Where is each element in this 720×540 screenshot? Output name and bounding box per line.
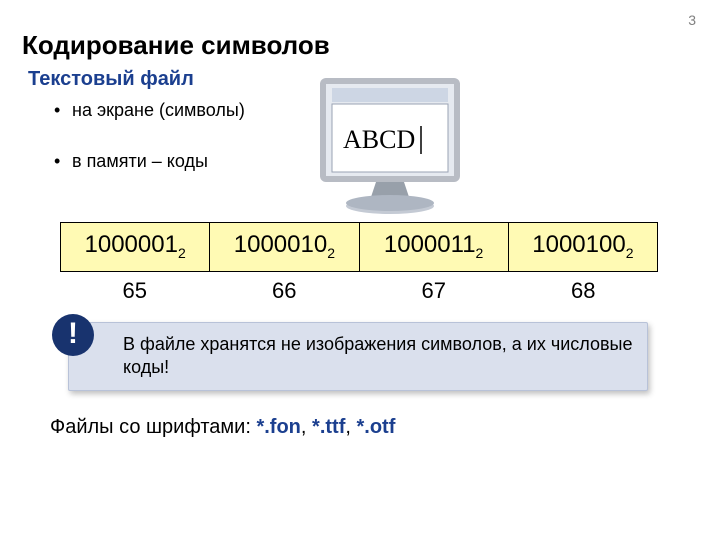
binary-cell: 10000012 <box>61 223 210 272</box>
decimal-cell: 66 <box>210 278 360 304</box>
codes-table-wrap: 10000012 10000102 10000112 10001002 65 6… <box>60 222 658 304</box>
binary-table: 10000012 10000102 10000112 10001002 <box>60 222 658 272</box>
fonts-label: Файлы со шрифтами: <box>50 416 256 438</box>
binary-cell: 10000112 <box>359 223 508 272</box>
page-number: 3 <box>688 12 696 28</box>
font-ext: *.ttf <box>312 416 345 438</box>
sep: , <box>301 416 312 438</box>
bullet-item: в памяти – коды <box>54 151 245 172</box>
note-box: В файле хранятся не изображения символов… <box>68 322 648 391</box>
fonts-line: Файлы со шрифтами: *.fon, *.ttf, *.otf <box>50 416 395 439</box>
decimal-cell: 65 <box>60 278 210 304</box>
bullet-item: на экране (символы) <box>54 100 245 121</box>
decimal-row: 65 66 67 68 <box>60 278 658 304</box>
binary-cell: 10000102 <box>210 223 359 272</box>
sep: , <box>345 416 356 438</box>
monitor-illustration: ABCD <box>310 72 470 227</box>
page-title: Кодирование символов <box>22 30 330 61</box>
subtitle: Текстовый файл <box>28 68 194 91</box>
exclamation-badge-icon: ! <box>52 314 94 356</box>
monitor-text: ABCD <box>343 125 415 154</box>
monitor-icon: ABCD <box>310 72 470 222</box>
font-ext: *.fon <box>256 416 300 438</box>
decimal-cell: 67 <box>359 278 509 304</box>
font-ext: *.otf <box>356 416 395 438</box>
binary-cell: 10001002 <box>508 223 657 272</box>
decimal-cell: 68 <box>509 278 659 304</box>
bullet-list: на экране (символы) в памяти – коды <box>54 100 245 202</box>
